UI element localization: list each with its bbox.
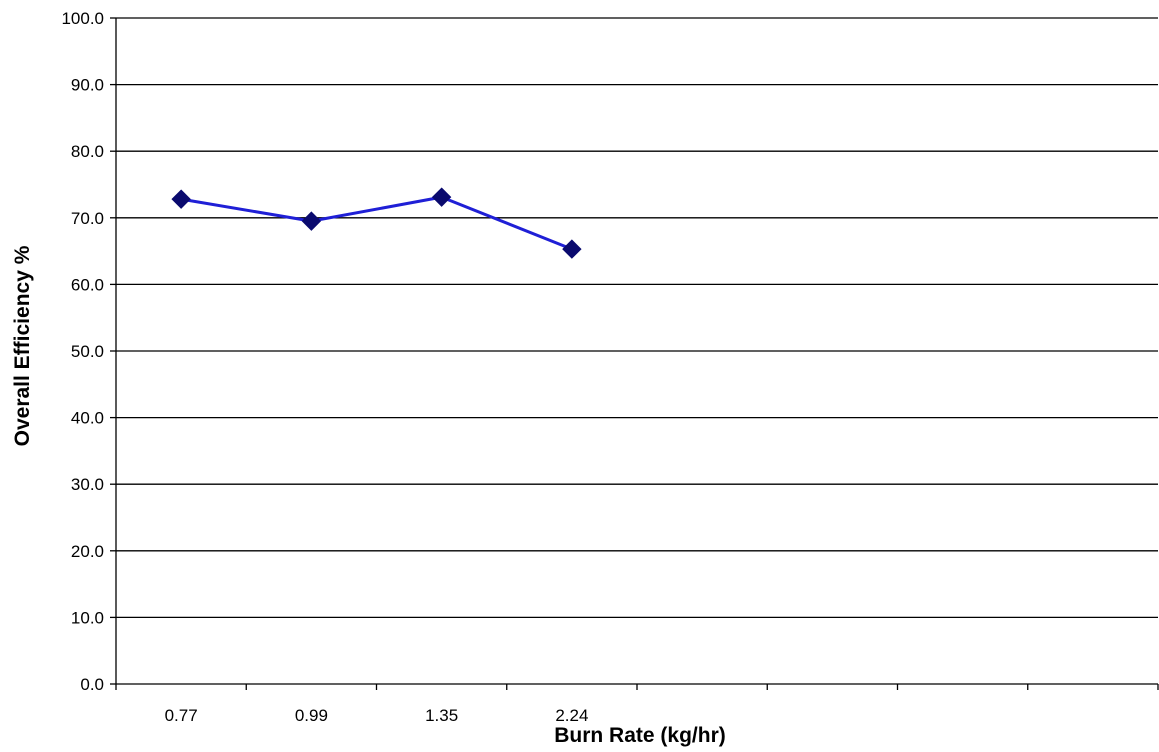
x-tick-label: 2.24: [555, 706, 588, 725]
x-axis-title: Burn Rate (kg/hr): [554, 724, 726, 747]
y-tick-label: 30.0: [71, 475, 104, 494]
y-tick-label: 0.0: [80, 675, 104, 694]
data-point-marker: [171, 189, 191, 209]
y-axis-title: Overall Efficiency %: [11, 245, 34, 446]
data-point-marker: [431, 187, 452, 207]
gridlines: [116, 17, 1158, 619]
series-layer: [171, 187, 582, 259]
x-tick-label: 0.99: [295, 706, 328, 725]
y-tick-label: 70.0: [71, 209, 104, 228]
x-tick-label: 1.35: [425, 706, 458, 725]
y-tick-label: 40.0: [71, 409, 104, 428]
y-tick-label: 50.0: [71, 342, 104, 361]
x-tick-label: 0.77: [165, 706, 198, 725]
series-line: [180, 195, 573, 251]
y-tick-label: 20.0: [71, 542, 104, 561]
y-tick-label: 100.0: [61, 9, 104, 28]
y-tick-label: 10.0: [71, 608, 104, 627]
x-axis: 0.77 0.99 1.35 2.24: [115, 683, 1159, 725]
y-tick-label: 60.0: [71, 275, 104, 294]
y-axis: 0.0 10.0 20.0 30.0 40.0 50.0 60.0 70.0 80.0 90.0 1…: [61, 9, 117, 694]
y-tick-label: 80.0: [71, 142, 104, 161]
data-point-marker: [301, 211, 322, 231]
data-point-marker: [562, 239, 582, 259]
y-tick-label: 90.0: [71, 76, 104, 95]
